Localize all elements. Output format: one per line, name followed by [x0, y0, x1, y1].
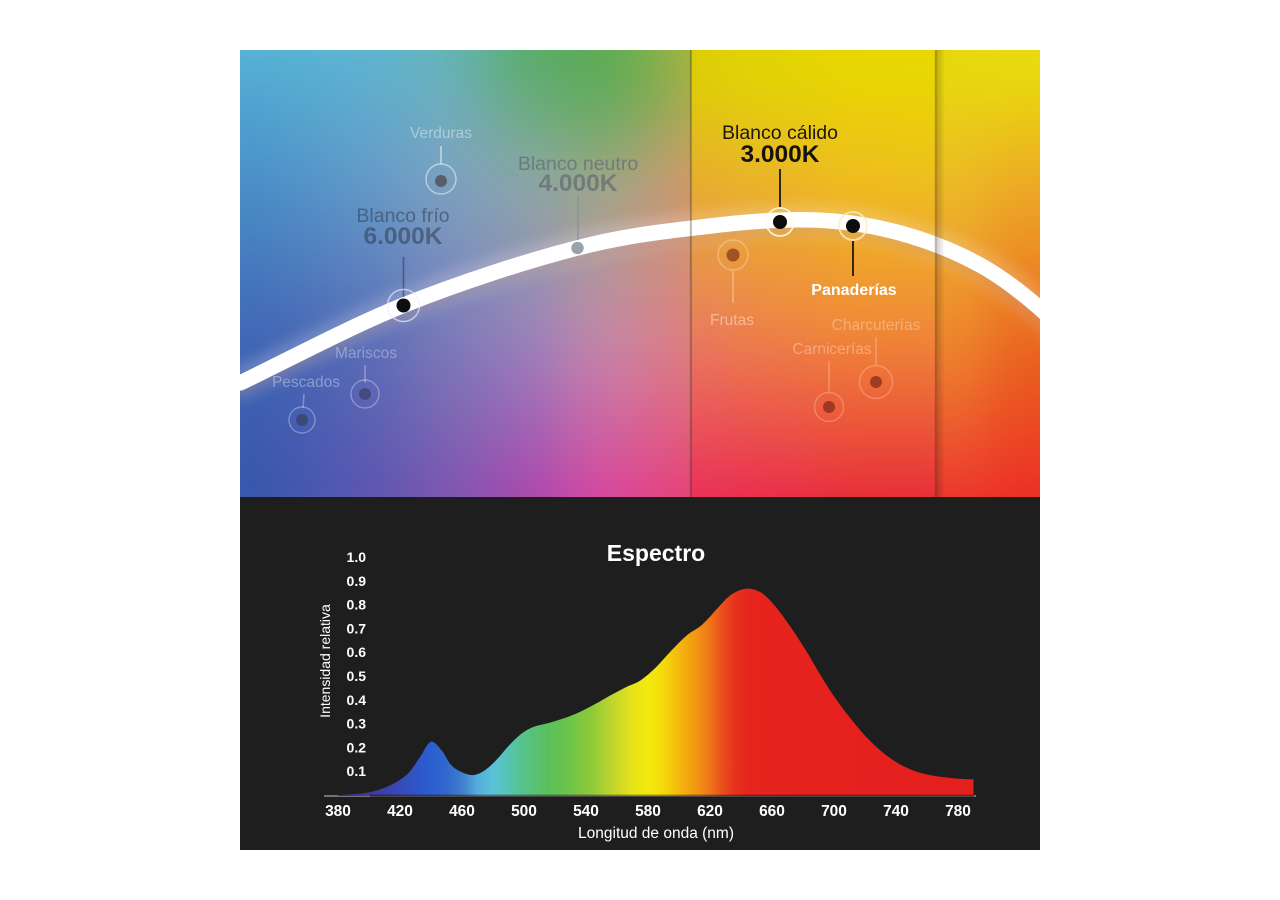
svg-text:460: 460 [449, 803, 475, 820]
svg-text:1.0: 1.0 [347, 549, 367, 565]
svg-text:Verduras: Verduras [410, 125, 472, 142]
svg-text:0.5: 0.5 [347, 668, 367, 684]
svg-text:3.000K: 3.000K [740, 141, 819, 168]
svg-text:Blanco cálido: Blanco cálido [722, 122, 838, 144]
svg-text:780: 780 [945, 803, 971, 820]
svg-text:420: 420 [387, 803, 413, 820]
svg-text:Blanco frío: Blanco frío [356, 205, 449, 227]
svg-text:Carnicerías: Carnicerías [792, 341, 871, 358]
svg-text:660: 660 [759, 803, 785, 820]
svg-text:6.000K: 6.000K [363, 223, 442, 250]
svg-text:540: 540 [573, 803, 599, 820]
svg-text:0.3: 0.3 [347, 716, 367, 732]
svg-text:Mariscos: Mariscos [335, 345, 397, 362]
svg-text:380: 380 [325, 803, 351, 820]
svg-text:Pescados: Pescados [272, 374, 340, 391]
svg-text:500: 500 [511, 803, 537, 820]
svg-text:700: 700 [821, 803, 847, 820]
svg-text:580: 580 [635, 803, 661, 820]
svg-text:0.7: 0.7 [347, 620, 367, 636]
svg-text:740: 740 [883, 803, 909, 820]
svg-text:Charcuterías: Charcuterías [832, 317, 921, 334]
svg-text:0.9: 0.9 [347, 573, 367, 589]
svg-text:Panaderías: Panaderías [811, 282, 896, 299]
svg-text:Intensidad relativa: Intensidad relativa [317, 604, 333, 718]
svg-text:0.1: 0.1 [347, 763, 367, 779]
svg-text:620: 620 [697, 803, 723, 820]
svg-text:Espectro: Espectro [607, 540, 705, 566]
svg-text:Blanco neutro: Blanco neutro [518, 153, 638, 175]
svg-text:0.8: 0.8 [347, 597, 367, 613]
svg-text:Longitud de onda (nm): Longitud de onda (nm) [578, 825, 734, 842]
svg-text:0.4: 0.4 [347, 692, 367, 708]
svg-text:0.2: 0.2 [347, 739, 367, 755]
svg-text:Frutas: Frutas [710, 312, 754, 329]
svg-text:0.6: 0.6 [347, 644, 367, 660]
svg-text:4.000K: 4.000K [538, 170, 617, 197]
